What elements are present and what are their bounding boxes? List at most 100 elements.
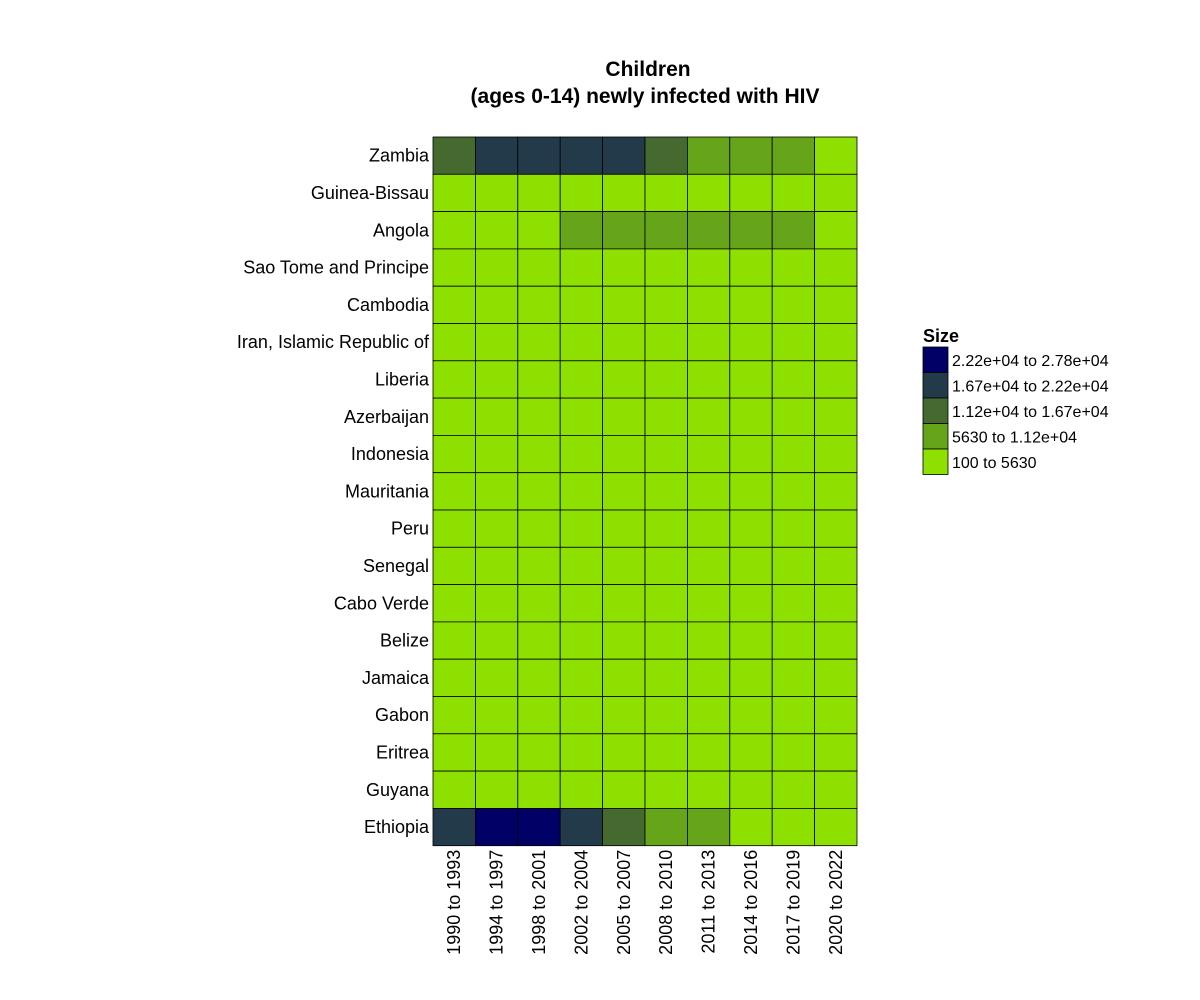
heatmap-cell [771, 621, 816, 660]
heatmap-cell [474, 285, 519, 324]
y-tick-label: Belize [380, 631, 429, 651]
heatmap-cell [474, 621, 519, 660]
heatmap-cell [644, 770, 688, 809]
heatmap-cell [687, 658, 731, 697]
heatmap-cell [602, 658, 646, 697]
heatmap-cell [517, 808, 561, 847]
heatmap-cell [729, 509, 773, 548]
heatmap-cell [771, 733, 816, 772]
heatmap-cell [644, 397, 688, 436]
heatmap-cell [729, 285, 773, 324]
heatmap-cell [559, 770, 604, 809]
y-tick-label: Liberia [375, 369, 430, 389]
x-tick-label: 2008 to 2010 [656, 850, 676, 955]
heatmap-cell [814, 733, 858, 772]
heatmap-cell [814, 211, 858, 250]
heatmap-cell [602, 621, 646, 660]
y-tick-label: Mauritania [345, 481, 430, 501]
heatmap-cell [729, 136, 773, 175]
y-tick-label: Cambodia [347, 295, 430, 315]
heatmap-cell [474, 584, 519, 623]
heatmap-cell [687, 397, 731, 436]
heatmap-cell [432, 211, 476, 250]
heatmap-cell [517, 397, 561, 436]
heatmap-cell [729, 770, 773, 809]
heatmap-cell [729, 472, 773, 511]
x-tick-label: 1998 to 2001 [529, 850, 549, 955]
heatmap-cell [687, 248, 731, 287]
heatmap-cell [474, 770, 519, 809]
heatmap-cell [602, 211, 646, 250]
heatmap-cell [729, 248, 773, 287]
heatmap-cell [432, 696, 476, 735]
heatmap-cell [474, 472, 519, 511]
heatmap-cell [559, 434, 604, 474]
heatmap-cell [432, 808, 476, 847]
heatmap-cell [729, 397, 773, 436]
heatmap-cell [687, 285, 731, 324]
heatmap-cell [771, 546, 816, 585]
legend-swatch [922, 448, 949, 475]
legend-swatch [922, 372, 949, 399]
heatmap-cell [644, 360, 688, 399]
y-tick-label: Azerbaijan [344, 407, 429, 427]
heatmap-cell [814, 509, 858, 548]
heatmap-cell [432, 173, 476, 213]
heatmap-cell [771, 584, 816, 623]
heatmap-cell [559, 584, 604, 623]
heatmap-cell [687, 136, 731, 175]
heatmap-cell [559, 136, 604, 175]
heatmap-cell [687, 211, 731, 250]
heatmap-cell [517, 509, 561, 548]
heatmap-cell [474, 173, 519, 213]
legend-label: 100 to 5630 [952, 455, 1037, 472]
heatmap-cell [729, 584, 773, 623]
x-tick-label: 1990 to 1993 [444, 850, 464, 955]
heatmap-cell [517, 770, 561, 809]
heatmap-cell [474, 658, 519, 697]
y-tick-label: Indonesia [351, 444, 430, 464]
heatmap-cell [474, 546, 519, 585]
heatmap-cell [771, 323, 816, 362]
x-axis-labels: 1990 to 1993 1994 to 1997 1998 to 2001 2002… [444, 850, 846, 955]
y-tick-label: Iran, Islamic Republic of [237, 332, 430, 352]
heatmap-cell [432, 733, 476, 772]
legend-label: 2.22e+04 to 2.78e+04 [952, 353, 1109, 370]
heatmap-cell [771, 248, 816, 287]
heatmap-cell [771, 808, 816, 847]
heatmap-cell [729, 173, 773, 213]
legend-label: 1.12e+04 to 1.67e+04 [952, 404, 1109, 421]
x-tick-label: 2002 to 2004 [571, 850, 591, 955]
x-tick-label: 2005 to 2007 [614, 850, 634, 955]
heatmap-cell [771, 360, 816, 399]
heatmap-cell [602, 509, 646, 548]
heatmap-cell [517, 658, 561, 697]
heatmap-cell [814, 808, 858, 847]
legend: Size 2.22e+04 to 2.78e+04 1.67e+04 to 2.2… [922, 326, 1109, 475]
heatmap-cell [729, 211, 773, 250]
chart-title: Children [605, 58, 690, 81]
heatmap-cell [432, 584, 476, 623]
y-tick-label: Cabo Verde [334, 593, 429, 613]
heatmap-cell [644, 434, 688, 474]
heatmap-cell [602, 323, 646, 362]
heatmap-cell [602, 584, 646, 623]
heatmap-cell [644, 509, 688, 548]
heatmap-cell [729, 696, 773, 735]
heatmap-cell [559, 472, 604, 511]
heatmap-cell [644, 546, 688, 585]
y-tick-label: Zambia [369, 146, 430, 166]
heatmap-cell [814, 696, 858, 735]
heatmap-cell [687, 696, 731, 735]
heatmap-cell [517, 733, 561, 772]
legend-swatch [922, 397, 949, 424]
heatmap-cell [474, 434, 519, 474]
heatmap-cell [602, 285, 646, 324]
heatmap-cell [559, 285, 604, 324]
heatmap-cell [644, 733, 688, 772]
heatmap-cell [474, 808, 519, 847]
y-tick-label: Angola [373, 220, 430, 240]
heatmap-cell [644, 658, 688, 697]
heatmap-cell [517, 211, 561, 250]
heatmap-cell [602, 397, 646, 436]
